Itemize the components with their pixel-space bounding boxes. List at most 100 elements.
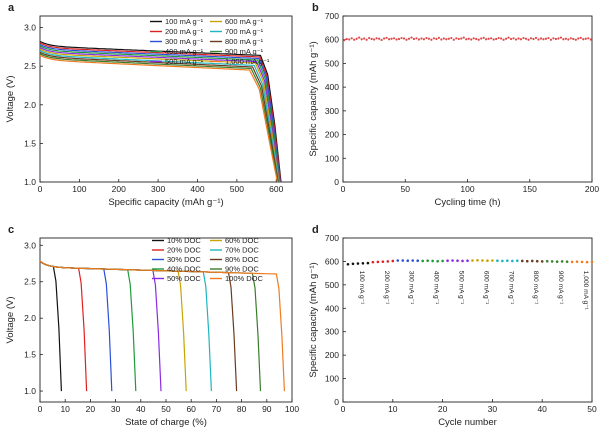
x-tick-label: 600 xyxy=(269,184,283,194)
data-point xyxy=(477,38,480,41)
data-point xyxy=(358,36,361,39)
data-point xyxy=(432,37,435,40)
rate-annotation: 500 mA g⁻¹ xyxy=(458,271,465,305)
x-tick-label: 0 xyxy=(38,404,43,414)
data-point xyxy=(355,37,358,40)
data-point xyxy=(471,259,474,262)
data-point xyxy=(507,36,510,39)
legend-label: 90% DOC xyxy=(225,265,259,274)
data-point xyxy=(501,259,504,263)
data-point xyxy=(575,260,579,263)
data-point xyxy=(555,260,559,263)
data-point xyxy=(540,260,544,263)
x-tick-label: 0 xyxy=(38,184,43,194)
y-tick-label: 500 xyxy=(325,58,339,68)
data-point xyxy=(407,37,411,40)
legend-label: 500 mA g⁻¹ xyxy=(165,57,204,66)
legend-label: 700 mA g⁻¹ xyxy=(225,27,264,36)
y-tick-label: 1.5 xyxy=(24,350,36,360)
data-point xyxy=(445,38,448,41)
y-tick-label: 300 xyxy=(325,327,339,337)
data-point xyxy=(560,260,564,263)
data-point xyxy=(475,37,478,41)
plot-frame xyxy=(39,15,293,183)
legend-label: 100 mA g⁻¹ xyxy=(165,17,204,26)
x-tick-label: 30 xyxy=(488,404,498,414)
rate-annotation: 400 mA g⁻¹ xyxy=(433,271,440,305)
series-line xyxy=(39,260,137,392)
data-point xyxy=(440,38,443,41)
x-axis-label: State of charge (%) xyxy=(125,417,207,428)
data-point xyxy=(476,258,479,262)
rate-annotation: 100 mA g⁻¹ xyxy=(358,271,365,305)
x-tick-label: 50 xyxy=(161,404,171,414)
x-axis-label: Cycle number xyxy=(438,417,497,428)
data-point xyxy=(579,36,582,39)
data-point xyxy=(525,259,529,263)
data-point xyxy=(390,37,393,40)
data-point xyxy=(353,38,356,41)
legend-label: 800 mA g⁻¹ xyxy=(225,37,264,46)
data-point xyxy=(426,259,429,263)
data-point xyxy=(577,37,580,40)
legend-label: 80% DOC xyxy=(225,255,259,264)
data-point xyxy=(457,37,460,41)
data-point xyxy=(537,38,540,41)
y-tick-label: 3.0 xyxy=(24,240,36,250)
x-tick-label: 10 xyxy=(388,404,398,414)
data-point xyxy=(450,36,453,40)
x-tick-label: 0 xyxy=(341,404,346,414)
series-line xyxy=(39,260,88,392)
data-point xyxy=(570,260,574,264)
y-tick-label: 1.0 xyxy=(24,386,36,396)
data-point xyxy=(368,36,371,40)
legend-label: 1,000 mA g⁻¹ xyxy=(225,57,270,66)
legend-label: 70% DOC xyxy=(225,246,259,255)
y-tick-label: 100 xyxy=(325,153,339,163)
data-point xyxy=(461,259,464,263)
data-point xyxy=(380,38,383,42)
data-point xyxy=(351,262,355,266)
data-point xyxy=(436,259,439,263)
legend-label: 100% DOC xyxy=(225,274,264,283)
data-point xyxy=(495,37,498,41)
data-point xyxy=(366,261,370,265)
data-point xyxy=(417,38,421,41)
y-tick-label: 300 xyxy=(325,106,339,116)
data-point xyxy=(376,260,380,264)
x-axis-label: Cycling time (h) xyxy=(435,197,501,208)
x-tick-label: 50 xyxy=(401,184,411,194)
x-tick-label: 50 xyxy=(587,404,597,414)
data-point xyxy=(401,259,405,262)
rate-annotation: 1,000 mA g⁻¹ xyxy=(582,271,589,311)
x-tick-label: 20 xyxy=(438,404,448,414)
x-tick-label: 300 xyxy=(151,184,165,194)
y-tick-label: 200 xyxy=(325,130,339,140)
panel-letter: a xyxy=(8,2,15,14)
data-point xyxy=(425,36,428,40)
data-point xyxy=(455,37,458,40)
data-point xyxy=(585,260,589,264)
panel-a: a 0 100 200 300 400 500 600 1.0 1.5 2.0 2.5 3.0 Speci… xyxy=(5,2,293,208)
panel-b: b 0 50 100 150 200 0 100 200 300 400 500 600 700 Cycli… xyxy=(308,2,599,208)
x-tick-label: 0 xyxy=(341,184,346,194)
data-point xyxy=(447,37,450,40)
y-tick-label: 2.0 xyxy=(24,313,36,323)
data-point xyxy=(534,36,538,39)
x-tick-label: 40 xyxy=(537,404,547,414)
y-tick-label: 0 xyxy=(334,397,339,407)
data-point xyxy=(360,38,363,41)
series-line xyxy=(39,260,62,392)
series-line xyxy=(40,50,280,182)
data-point xyxy=(547,36,550,40)
legend-label: 40% DOC xyxy=(167,265,201,274)
data-point xyxy=(410,36,413,39)
x-tick-label: 90 xyxy=(262,404,272,414)
series-line xyxy=(39,260,113,392)
x-tick-label: 70 xyxy=(212,404,222,414)
x-tick-label: 150 xyxy=(523,184,537,194)
y-tick-label: 0 xyxy=(334,177,339,187)
data-point xyxy=(378,37,381,40)
x-axis-label: Specific capacity (mAh g⁻¹) xyxy=(108,197,223,208)
data-point xyxy=(574,38,577,41)
